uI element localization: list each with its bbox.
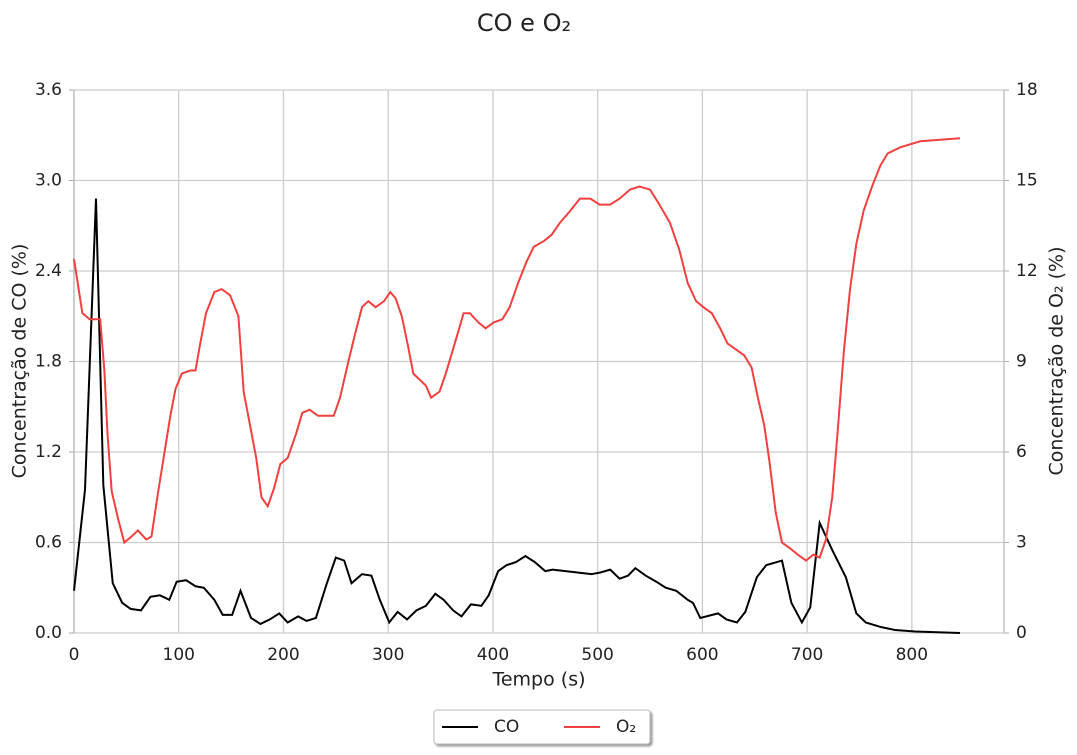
- legend-box: [433, 709, 651, 745]
- y-tick-label: 0.0: [35, 623, 62, 643]
- x-tick-label: 800: [896, 645, 928, 665]
- x-tick-label: 100: [163, 645, 195, 665]
- y-tick-label: 1.2: [35, 442, 62, 462]
- y2-axis-label: Concentração de O₂ (%): [1046, 246, 1068, 475]
- y2-tick-label: 9: [1016, 352, 1027, 372]
- y-axis-label: Concentração de CO (%): [9, 244, 31, 479]
- y2-tick-label: 15: [1016, 171, 1038, 191]
- chart-title: CO e O₂: [477, 9, 571, 37]
- x-tick-label: 400: [477, 645, 509, 665]
- legend-label: CO: [494, 717, 519, 737]
- y2-tick-label: 3: [1016, 533, 1027, 553]
- y-tick-label: 3.0: [35, 171, 62, 191]
- series-line: [73, 137, 961, 562]
- y2-tick-label: 18: [1016, 80, 1038, 100]
- x-tick-label: 600: [686, 645, 718, 665]
- y-tick-label: 3.6: [35, 80, 62, 100]
- x-tick-label: 500: [581, 645, 613, 665]
- legend-label: O₂: [616, 717, 636, 737]
- x-tick-label: 700: [791, 645, 823, 665]
- y2-tick-label: 0: [1016, 623, 1027, 643]
- y2-tick-label: 12: [1016, 261, 1038, 281]
- y-tick-label: 1.8: [35, 352, 62, 372]
- y-tick-label: 2.4: [35, 261, 62, 281]
- y-tick-label: 0.6: [35, 533, 62, 553]
- series-line: [73, 198, 961, 634]
- x-axis-label: Tempo (s): [491, 669, 585, 691]
- x-tick-label: 300: [372, 645, 404, 665]
- x-tick-label: 0: [69, 645, 80, 665]
- y2-tick-label: 6: [1016, 442, 1027, 462]
- x-tick-label: 200: [267, 645, 299, 665]
